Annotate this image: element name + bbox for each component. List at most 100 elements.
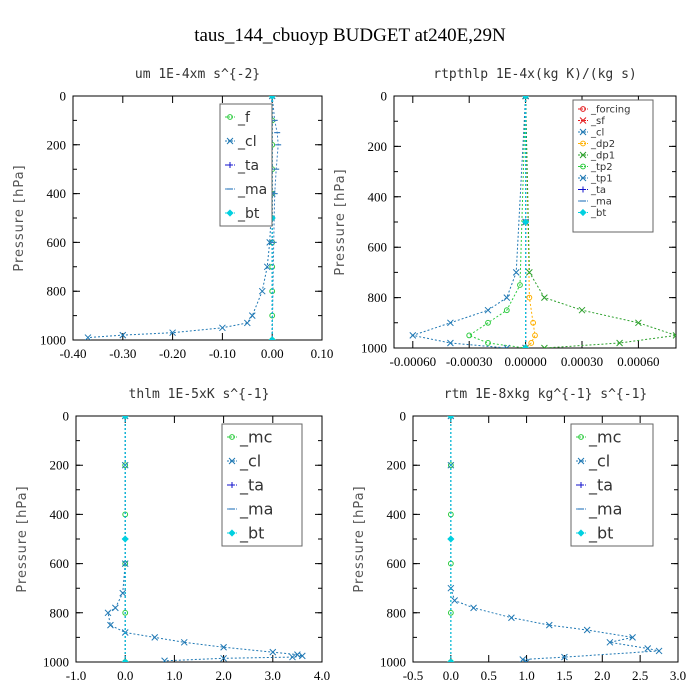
data-point	[523, 658, 530, 662]
legend-swatch-marker	[579, 208, 587, 217]
legend-swatch-marker	[227, 162, 233, 168]
data-point	[517, 282, 523, 288]
legend-label: _sf	[590, 116, 605, 127]
legend-label: _forcing	[590, 105, 631, 116]
x-tick-label: -0.10	[209, 346, 236, 361]
x-tick-label: 2.0	[215, 668, 231, 683]
x-tick-label: 0.5	[481, 668, 497, 683]
legend-label: _ta	[590, 185, 606, 196]
y-tick-label: 1000	[40, 333, 66, 348]
y-tick-label: 200	[368, 139, 388, 154]
data-point	[84, 334, 92, 340]
data-point	[485, 340, 491, 346]
series-group	[447, 416, 663, 662]
data-point	[107, 621, 114, 629]
data-point	[541, 344, 548, 348]
legend-swatch-marker	[579, 151, 587, 159]
data-point	[263, 263, 271, 271]
chart-panel-1: um 1E-4xm s^{-2} Pressure [hPa] 0 200 400 600…	[12, 67, 333, 361]
legend-swatch-marker	[229, 434, 235, 440]
data-point	[578, 306, 586, 314]
data-point	[616, 339, 623, 347]
legend-swatch-marker	[580, 106, 586, 112]
data-point	[122, 609, 129, 616]
data-point	[268, 336, 276, 340]
data-point	[119, 331, 127, 339]
legend-label: _ta	[237, 158, 259, 174]
y-axis-label: Pressure [hPa]	[12, 164, 27, 271]
data-point	[655, 647, 663, 655]
data-point	[470, 604, 477, 612]
legend-swatch-marker	[227, 114, 233, 120]
data-point	[447, 416, 455, 420]
legend-label: _bt	[237, 206, 260, 222]
data-point	[447, 535, 455, 543]
y-axis-label: Pressure [hPa]	[352, 485, 367, 592]
x-tick-label: 2.0	[594, 668, 610, 683]
legend-label: _ma	[588, 500, 622, 520]
series-group	[409, 96, 676, 348]
y-tick-label: 1000	[361, 341, 387, 356]
data-point	[294, 651, 301, 658]
y-tick-label: 200	[387, 458, 407, 473]
legend-label: _cl	[239, 452, 261, 472]
legend-label: _f	[237, 110, 251, 126]
legend-swatch-marker	[579, 128, 587, 136]
x-tick-label: 0.00060	[617, 354, 659, 369]
data-point	[629, 634, 636, 641]
legend-swatch-marker	[580, 140, 586, 147]
data-point	[447, 416, 455, 420]
data-point	[220, 643, 227, 651]
x-tick-label: 0.00	[261, 346, 284, 361]
y-tick-label: 600	[387, 556, 407, 571]
y-tick-label: 800	[47, 284, 67, 299]
x-tick-label: -1.0	[66, 668, 87, 683]
data-point	[447, 658, 455, 662]
legend: _mc _cl _ta _ma _bt	[221, 423, 303, 547]
y-tick-label: 800	[387, 605, 407, 620]
data-point	[121, 416, 129, 420]
x-tick-label: 0.0	[117, 668, 133, 683]
data-point	[447, 609, 454, 616]
data-point	[104, 609, 112, 617]
series-group	[104, 416, 306, 662]
legend-swatch-marker	[578, 434, 584, 440]
data-point	[289, 653, 296, 661]
data-point	[121, 416, 129, 420]
x-tick-label: -0.40	[59, 346, 86, 361]
data-point	[180, 638, 188, 646]
data-point	[526, 294, 533, 301]
data-point	[545, 621, 553, 629]
legend-label: _ma	[590, 197, 612, 208]
data-point	[484, 306, 492, 314]
legend-label: _ma	[239, 500, 273, 520]
legend-swatch-marker	[229, 482, 235, 488]
data-point	[112, 604, 119, 612]
y-tick-label: 800	[50, 605, 70, 620]
chart-panel-3: thlm 1E-5xK s^{-1} Pressure [hPa] 0 200 400 6…	[15, 387, 330, 683]
y-tick-label: 0	[63, 409, 70, 424]
x-tick-label: 0.00030	[561, 354, 603, 369]
data-point	[503, 307, 510, 314]
legend-swatch-marker	[226, 209, 234, 217]
legend-swatch-marker	[578, 482, 584, 488]
data-point	[409, 332, 417, 339]
y-axis-label: Pressure [hPa]	[333, 168, 348, 275]
data-point	[121, 658, 129, 662]
legend-label: _mc	[588, 428, 621, 448]
x-tick-label: 3.0	[670, 668, 686, 683]
x-tick-label: 2.5	[632, 668, 648, 683]
y-tick-label: 0	[381, 89, 388, 104]
y-tick-label: 400	[368, 189, 388, 204]
data-point	[522, 344, 530, 348]
legend-label: _bt	[239, 524, 264, 544]
data-point	[161, 657, 168, 662]
x-tick-label: -0.00060	[390, 354, 437, 369]
data-point	[151, 634, 159, 641]
legend-swatch-marker	[579, 174, 587, 182]
panel-title: rtpthlp 1E-4x(kg K)/(kg s)	[433, 67, 637, 82]
x-tick-label: 0.10	[311, 346, 334, 361]
x-tick-label: -0.5	[403, 668, 424, 683]
y-tick-label: 800	[368, 290, 388, 305]
